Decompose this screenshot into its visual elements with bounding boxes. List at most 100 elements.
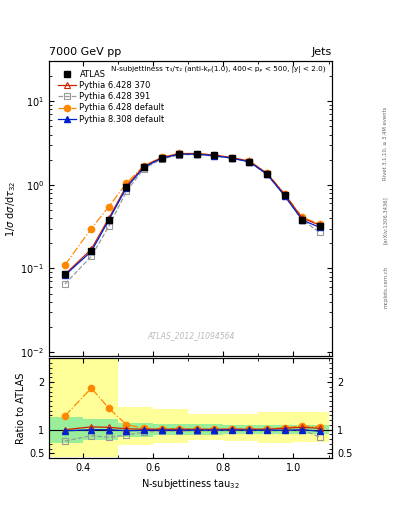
Pythia 6.428 391 [300,217,305,223]
Pythia 6.428 391 [89,253,94,259]
Line: ATLAS: ATLAS [62,151,323,278]
Legend: ATLAS, Pythia 6.428 370, Pythia 6.428 391, Pythia 6.428 default, Pythia 8.308 de: ATLAS, Pythia 6.428 370, Pythia 6.428 39… [56,69,166,125]
ATLAS [177,151,182,157]
ATLAS [195,151,199,157]
Pythia 6.428 default [265,170,270,176]
Bar [48,417,83,442]
Line: Pythia 6.428 370: Pythia 6.428 370 [62,151,323,277]
Bar [153,424,188,435]
Bar [294,412,329,442]
ATLAS [62,271,67,278]
ATLAS [265,171,270,177]
Text: [arXiv:1306.3436]: [arXiv:1306.3436] [383,196,388,244]
Pythia 6.428 370 [89,246,94,252]
Y-axis label: Ratio to ATLAS: Ratio to ATLAS [16,373,26,444]
Pythia 6.428 391 [62,281,67,287]
Bar [83,419,118,440]
Pythia 8.308 default [177,151,182,157]
Pythia 6.428 370 [62,271,67,278]
Pythia 6.428 370 [177,151,182,157]
Pythia 6.428 370 [282,191,287,198]
Pythia 6.428 370 [141,163,146,169]
Pythia 8.308 default [89,248,94,254]
Pythia 6.428 default [62,262,67,268]
ATLAS [141,164,146,170]
Pythia 6.428 default [282,191,287,197]
Pythia 6.428 370 [265,170,270,177]
Pythia 8.308 default [265,171,270,177]
ATLAS [159,155,164,161]
Bar [48,358,83,457]
Bar [223,425,258,435]
Pythia 6.428 370 [124,183,129,189]
X-axis label: N-subjettiness tau$_{32}$: N-subjettiness tau$_{32}$ [141,477,240,492]
Pythia 6.428 default [124,180,129,186]
ATLAS [124,184,129,190]
Y-axis label: 1/$\sigma$ d$\sigma$/d$\tau_{32}$: 1/$\sigma$ d$\sigma$/d$\tau_{32}$ [4,180,18,237]
Pythia 6.428 default [247,158,252,164]
Text: 7000 GeV pp: 7000 GeV pp [49,47,121,57]
Pythia 6.428 default [159,154,164,160]
ATLAS [318,223,322,229]
Bar [188,414,223,440]
Pythia 6.428 370 [107,215,111,221]
Pythia 6.428 default [212,152,217,158]
ATLAS [107,217,111,223]
Bar [118,407,153,445]
ATLAS [300,217,305,223]
Pythia 6.428 370 [230,155,234,161]
Pythia 6.428 391 [195,152,199,158]
Pythia 8.308 default [282,193,287,199]
Pythia 8.308 default [318,224,322,230]
Pythia 6.428 391 [282,193,287,199]
Pythia 6.428 370 [159,155,164,161]
Pythia 6.428 391 [212,153,217,159]
ATLAS [212,153,217,159]
Pythia 6.428 default [141,162,146,168]
Pythia 6.428 391 [141,165,146,172]
Pythia 6.428 370 [247,158,252,164]
Pythia 6.428 391 [265,171,270,177]
Line: Pythia 6.428 391: Pythia 6.428 391 [62,152,323,287]
ATLAS [230,155,234,161]
Pythia 6.428 370 [318,222,322,228]
Pythia 6.428 default [89,225,94,231]
Pythia 6.428 391 [247,159,252,165]
Bar [118,422,153,437]
Bar [153,409,188,443]
Pythia 8.308 default [230,155,234,161]
Pythia 8.308 default [300,217,305,223]
Pythia 8.308 default [247,159,252,165]
Pythia 6.428 391 [318,229,322,236]
Pythia 6.428 391 [230,155,234,161]
Bar [83,358,118,457]
Pythia 6.428 default [177,151,182,157]
Pythia 8.308 default [195,151,199,157]
Pythia 6.428 default [230,155,234,161]
Bar [188,424,223,435]
Pythia 6.428 391 [124,188,129,194]
Bar [294,425,329,435]
Pythia 8.308 default [124,184,129,190]
Pythia 6.428 391 [159,156,164,162]
Pythia 6.428 370 [300,215,305,221]
Pythia 6.428 default [195,151,199,157]
Pythia 6.428 370 [212,152,217,158]
Pythia 8.308 default [107,217,111,223]
Text: mcplots.cern.ch: mcplots.cern.ch [383,266,388,308]
Pythia 8.308 default [62,272,67,279]
Pythia 6.428 370 [195,151,199,157]
Pythia 8.308 default [159,155,164,161]
Text: N-subjettiness τ₃/τ₂ (anti-kₚ(1.0), 400< pₚ < 500, |y| < 2.0): N-subjettiness τ₃/τ₂ (anti-kₚ(1.0), 400<… [111,66,326,73]
ATLAS [89,248,94,254]
Pythia 6.428 default [300,214,305,220]
Line: Pythia 6.428 default: Pythia 6.428 default [62,151,323,268]
ATLAS [282,192,287,198]
Pythia 8.308 default [212,153,217,159]
Pythia 6.428 default [318,221,322,227]
Bar [258,425,294,435]
Bar [223,414,258,441]
Pythia 6.428 391 [107,223,111,229]
Line: Pythia 8.308 default: Pythia 8.308 default [62,152,323,278]
Text: Jets: Jets [312,47,332,57]
